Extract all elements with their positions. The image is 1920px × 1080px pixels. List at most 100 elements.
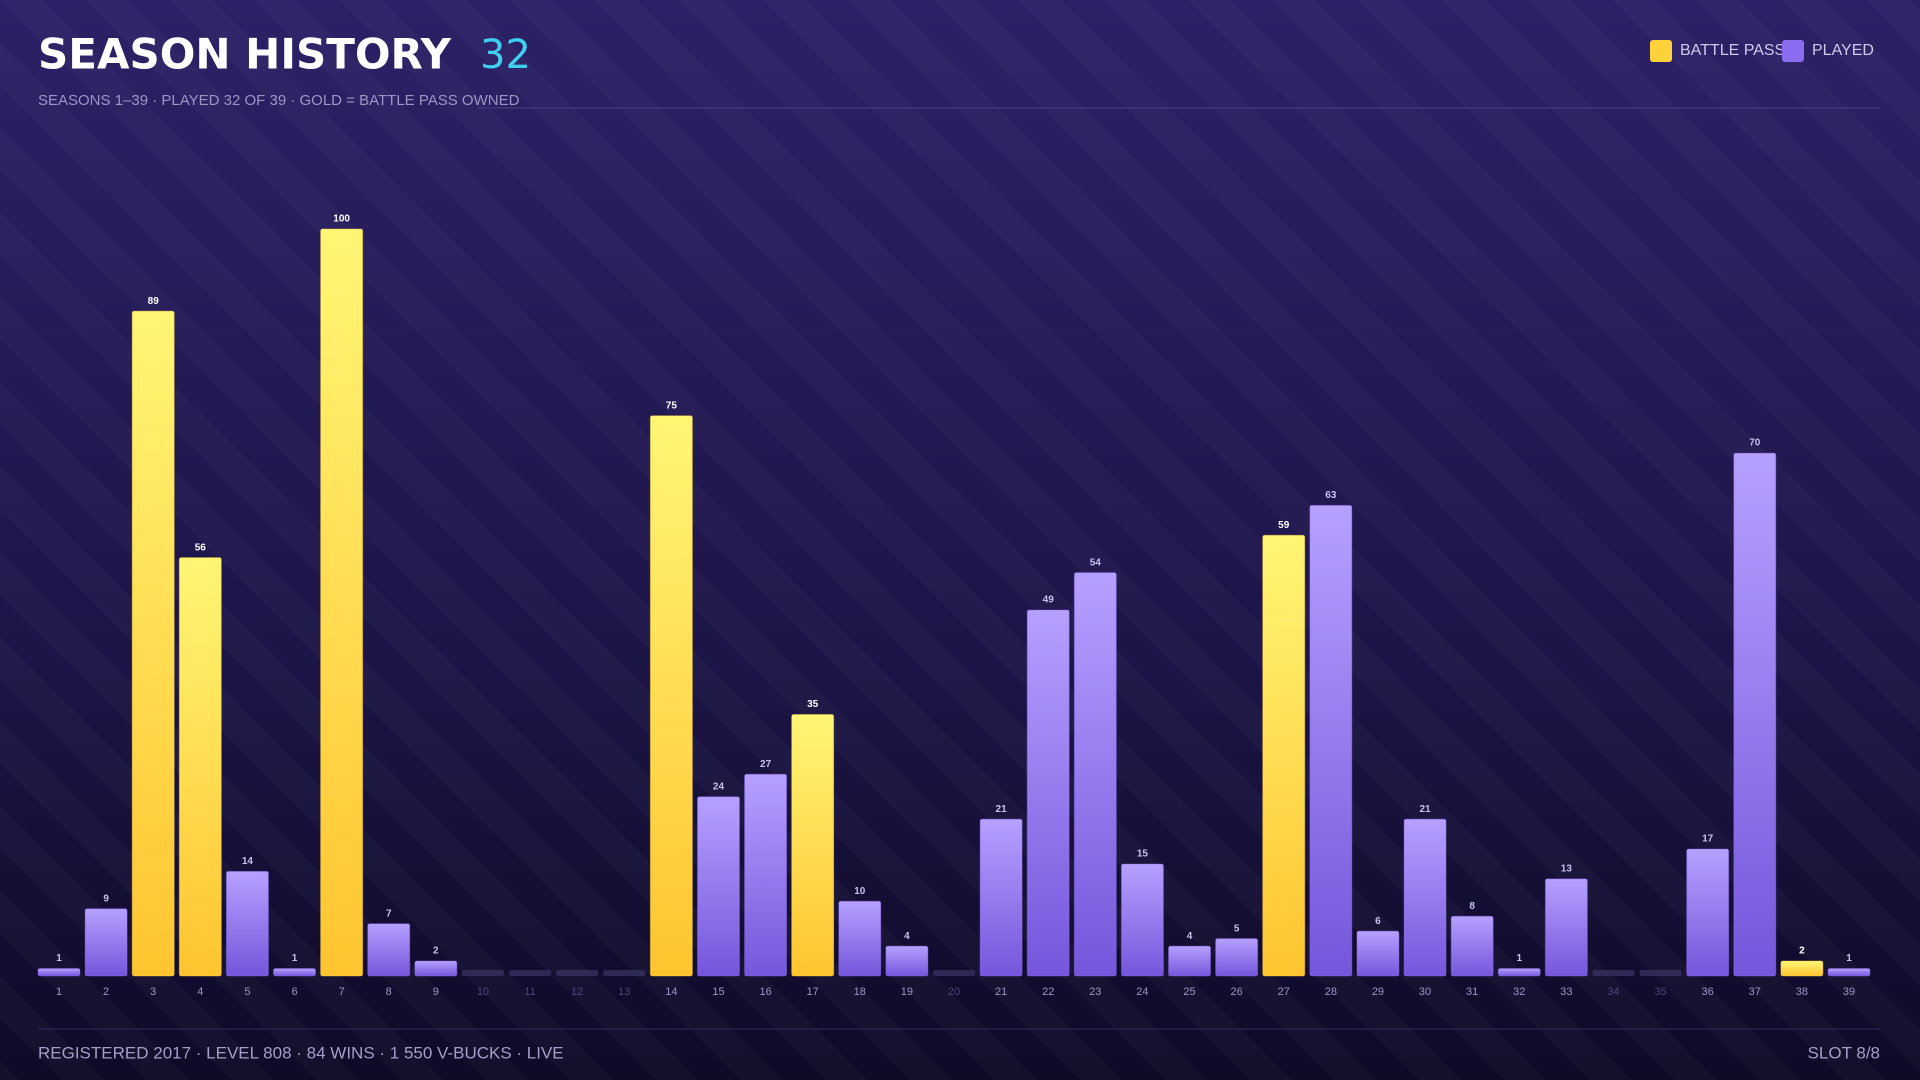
value-label: 21: [1419, 804, 1431, 815]
x-tick-label: 22: [1042, 986, 1054, 998]
bar: [320, 228, 364, 977]
value-label: 1: [56, 953, 62, 964]
x-tick-label: 19: [901, 986, 913, 998]
bar: [1827, 968, 1871, 977]
bar: [1026, 609, 1070, 977]
x-tick-label: 26: [1231, 986, 1243, 998]
subtitle: SEASONS 1–39 · PLAYED 32 OF 39 · GOLD = …: [38, 92, 520, 109]
value-label: 1: [1516, 953, 1522, 964]
bar: [1544, 878, 1588, 977]
x-tick-label: 32: [1513, 986, 1525, 998]
value-label: 7: [386, 908, 392, 919]
value-label: 54: [1090, 557, 1102, 568]
bar: [84, 908, 128, 977]
bar: [414, 960, 458, 977]
value-label: 100: [333, 214, 350, 225]
x-tick-label: 28: [1325, 986, 1337, 998]
bar: [1215, 938, 1259, 977]
x-tick-label: 21: [995, 986, 1007, 998]
x-tick-label: 8: [386, 986, 392, 998]
legend-swatch: [1782, 40, 1804, 62]
x-tick-label: 1: [56, 986, 62, 998]
footer-stats: REGISTERED 2017 · LEVEL 808 · 84 WINS · …: [38, 1043, 564, 1062]
bar: [1309, 504, 1353, 977]
bar: [979, 818, 1023, 977]
x-tick-label: 30: [1419, 986, 1431, 998]
legend-swatch: [1650, 40, 1672, 62]
x-tick-label: 38: [1796, 986, 1808, 998]
bar: [1733, 452, 1777, 977]
bar: [1120, 863, 1164, 977]
value-label: 4: [1187, 931, 1193, 942]
empty-slot: [1639, 970, 1682, 976]
value-label: 1: [1846, 953, 1852, 964]
bar: [131, 310, 175, 977]
value-label: 8: [1469, 901, 1475, 912]
x-tick-label: 36: [1702, 986, 1714, 998]
bar: [1497, 968, 1541, 977]
bar: [1686, 848, 1730, 977]
value-label: 5: [1234, 923, 1240, 934]
x-tick-label: 4: [197, 986, 203, 998]
value-label: 13: [1561, 864, 1573, 875]
x-tick-label: 37: [1749, 986, 1761, 998]
title: SEASON HISTORY: [38, 30, 452, 79]
bar: [1073, 572, 1117, 977]
bar: [1356, 930, 1400, 977]
x-tick-label: 5: [244, 986, 250, 998]
bar: [1262, 534, 1306, 977]
bar: [1780, 960, 1824, 977]
bar: [838, 900, 882, 977]
x-tick-label: 9: [433, 986, 439, 998]
bar: [744, 773, 788, 977]
value-label: 2: [1799, 946, 1805, 957]
empty-slot: [1592, 970, 1635, 976]
value-label: 59: [1278, 520, 1290, 531]
x-tick-label: 7: [339, 986, 345, 998]
value-label: 35: [807, 699, 819, 710]
bar: [1168, 945, 1212, 977]
x-tick-label: 39: [1843, 986, 1855, 998]
bar: [367, 923, 411, 977]
value-label: 14: [242, 856, 254, 867]
bar: [273, 968, 317, 977]
bar: [37, 968, 81, 977]
x-tick-label: 2: [103, 986, 109, 998]
title-count: 32: [480, 32, 531, 78]
x-tick-label: 11: [524, 986, 535, 998]
bar: [791, 714, 835, 977]
x-tick-label: 13: [618, 986, 630, 998]
x-tick-label: 25: [1183, 986, 1195, 998]
bar: [1450, 915, 1494, 977]
x-tick-label: 6: [291, 986, 297, 998]
empty-slot: [933, 970, 975, 976]
x-tick-label: 27: [1278, 986, 1290, 998]
x-tick-label: 31: [1466, 986, 1478, 998]
footer-slot: SLOT 8/8: [1808, 1043, 1880, 1062]
empty-slot: [509, 970, 552, 976]
value-label: 4: [904, 931, 910, 942]
bar: [649, 415, 693, 977]
x-tick-label: 10: [477, 986, 489, 998]
value-label: 27: [760, 759, 772, 770]
x-tick-label: 18: [854, 986, 866, 998]
value-label: 24: [713, 781, 725, 792]
value-label: 15: [1137, 849, 1149, 860]
value-label: 63: [1325, 490, 1337, 501]
x-tick-label: 33: [1560, 986, 1572, 998]
x-tick-label: 20: [948, 986, 960, 998]
value-label: 1: [292, 953, 298, 964]
bar: [885, 945, 929, 977]
empty-slot: [603, 970, 646, 976]
value-label: 6: [1375, 916, 1381, 927]
x-tick-label: 35: [1654, 986, 1666, 998]
x-tick-label: 23: [1089, 986, 1101, 998]
bar: [1403, 818, 1447, 977]
bar: [696, 796, 740, 977]
bar: [178, 557, 222, 977]
value-label: 56: [195, 542, 207, 553]
x-tick-label: 16: [759, 986, 771, 998]
